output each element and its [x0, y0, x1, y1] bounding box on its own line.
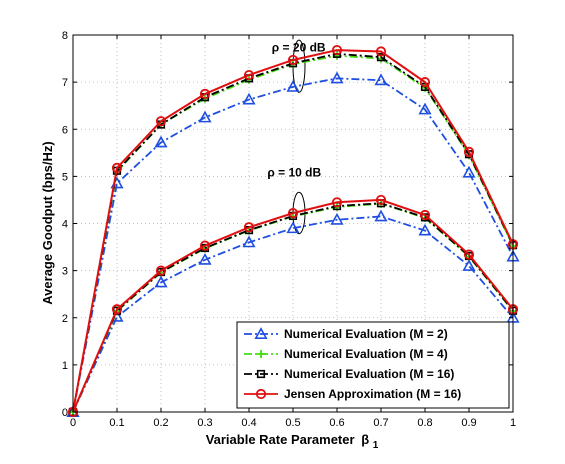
data-point: [155, 265, 167, 276]
data-point: [154, 275, 168, 288]
y-tick-label: 1: [62, 360, 68, 372]
legend-item: Jensen Approximation (M = 16): [244, 387, 461, 401]
x-tick-label: 0.1: [109, 417, 124, 429]
legend-label: Numerical Evaluation (M = 4): [284, 347, 448, 361]
series-group: [67, 44, 519, 418]
legend-label: Numerical Evaluation (M = 16): [284, 367, 454, 381]
x-tick-label: 0.6: [329, 417, 344, 429]
x-tick-label: 0.7: [373, 417, 388, 429]
data-point: [375, 194, 387, 206]
annotation-label: ρ = 20 dB: [272, 40, 326, 54]
legend-item: Numerical Evaluation (M = 16): [244, 367, 454, 381]
series-line: [72, 49, 514, 413]
y-tick-label: 7: [62, 77, 68, 89]
x-tick-label: 0.5: [285, 417, 300, 429]
annotation-labels: ρ = 20 dB ρ = 10 dB: [267, 40, 326, 179]
x-tick-label: 0.9: [461, 417, 476, 429]
data-point: [463, 146, 475, 157]
data-point: [243, 69, 255, 81]
data-point: [198, 110, 212, 123]
data-point: [286, 79, 300, 92]
y-tick-label: 0: [62, 407, 68, 419]
y-tick-label: 2: [62, 313, 68, 325]
data-point: [111, 304, 123, 315]
data-point: [331, 197, 343, 208]
x-tick-label: 0.2: [153, 417, 168, 429]
x-axis-title-symbol: β: [361, 432, 369, 447]
legend: Numerical Evaluation (M = 2) Numerical Ev…: [236, 321, 510, 409]
data-point: [374, 73, 388, 86]
data-point: [462, 165, 476, 178]
x-tick-label: 1: [510, 417, 516, 429]
data-point: [287, 208, 299, 219]
x-axis-title-text: Variable Rate Parameter: [206, 432, 355, 447]
legend-item: Numerical Evaluation (M = 4): [244, 347, 448, 361]
data-point: [462, 259, 476, 271]
data-point: [418, 102, 432, 115]
y-axis-title: Average Goodput (bps/Hz): [40, 141, 55, 304]
y-tick-label: 6: [62, 124, 68, 136]
x-tick-label: 0.4: [241, 417, 256, 429]
x-tick-label: 0.8: [417, 417, 432, 429]
legend-label: Numerical Evaluation (M = 2): [284, 327, 448, 341]
data-point: [154, 135, 168, 148]
series-layer: [66, 44, 520, 418]
data-point: [376, 53, 386, 62]
legend-box: [236, 321, 510, 409]
legend-marker: [256, 369, 266, 379]
data-point: [287, 54, 299, 66]
series-line: [72, 202, 514, 413]
data-point: [463, 249, 475, 260]
legend-marker: [254, 327, 268, 339]
data-point: [331, 44, 343, 56]
data-point: [111, 162, 123, 173]
data-point: [286, 221, 300, 234]
legend-marker: [257, 350, 265, 358]
data-point: [419, 77, 431, 88]
x-tick-label: 0: [70, 417, 76, 429]
legend-label: Jensen Approximation (M = 16): [284, 387, 461, 401]
series-line: [72, 77, 514, 413]
data-point: [374, 209, 388, 222]
series-line: [72, 52, 514, 413]
data-point: [330, 212, 344, 225]
annotation-label: ρ = 10 dB: [267, 165, 321, 179]
data-point: [242, 235, 256, 248]
y-tick-label: 5: [62, 171, 68, 183]
x-axis-title-subscript: 1: [373, 440, 379, 451]
data-point: [330, 71, 344, 84]
x-axis-title: Variable Rate Parameter β 1: [206, 432, 379, 451]
y-tick-label: 8: [62, 30, 68, 42]
data-point: [155, 116, 167, 127]
legend-marker: [255, 388, 267, 400]
data-point: [375, 46, 387, 57]
data-point: [199, 240, 211, 251]
data-point: [419, 209, 431, 221]
axis-ticks: 0 0.1 0.2 0.3 0.4 0.5 0.6 0.7 0.8 0.9 1 0 1 2 3 4 5 6 7 8: [62, 30, 516, 429]
data-point: [199, 88, 211, 100]
y-tick-label: 3: [62, 266, 68, 278]
x-tick-label: 0.3: [197, 417, 212, 429]
data-point: [418, 223, 432, 236]
series-line: [72, 198, 514, 413]
y-tick-label: 4: [62, 219, 68, 231]
data-point: [243, 222, 255, 233]
data-point: [198, 252, 212, 265]
data-point: [242, 92, 256, 105]
legend-item: Numerical Evaluation (M = 2): [244, 327, 448, 341]
